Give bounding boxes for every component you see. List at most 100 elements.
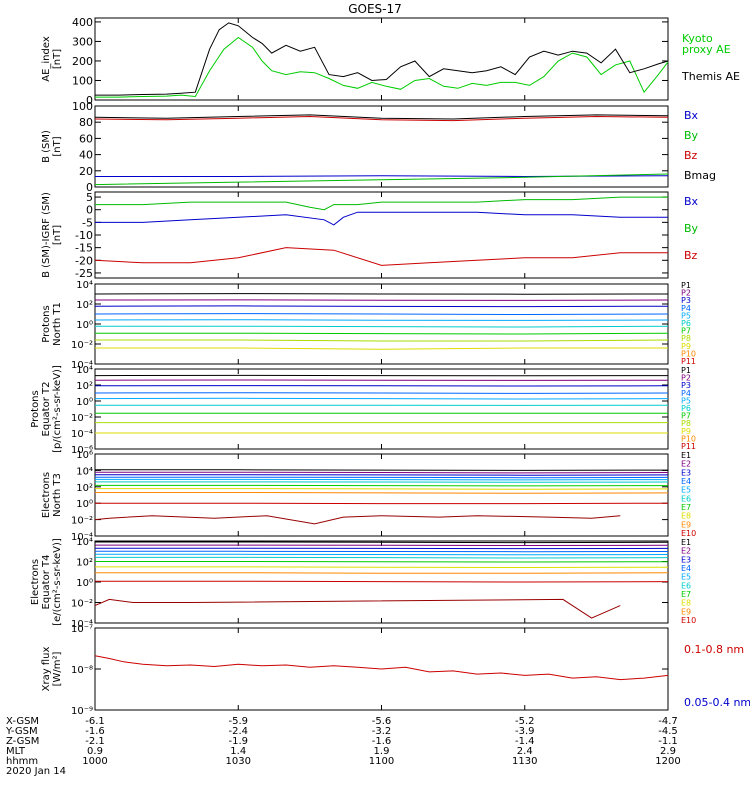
series-line-p4 [95,314,668,315]
plot-title: GOES-17 [348,2,402,16]
legend-entry: E3 [681,468,691,477]
legend-entry: Bz [684,249,698,262]
legend-entry: Bz [684,149,698,162]
series-line-e1 [95,470,668,471]
series-line-p9 [95,348,668,349]
series-line-p3 [95,306,668,307]
series-line-bz [95,248,668,266]
series-line-bx [95,212,668,225]
panel-bigrf: 50-5-10-15-20-25B (SM)-IGRF (SM)[nT]BxBy… [41,191,699,280]
series-line-p4 [95,393,668,394]
legend-entry: E8 [681,512,691,521]
y-tick-label: 10⁻² [71,516,93,527]
y-tick-label: -25 [75,267,93,280]
y-tick-label: 10² [76,381,93,392]
series-line-0-1-0-8-nm [95,656,668,680]
series-line-e3 [95,475,668,476]
legend-entry: E9 [681,520,691,529]
series-line-p6 [95,326,668,327]
legend-entry: E5 [681,573,691,582]
series-line-e1 [95,542,668,543]
series-line-e4 [95,477,668,478]
legend-entry: 0.05-0.4 nm [684,696,750,709]
y-axis-label: Xray flux [41,647,52,692]
y-axis-label: [nT] [52,136,63,156]
y-tick-label: 10⁰ [76,397,93,408]
y-axis-label: North T3 [52,473,63,517]
y-axis-label: [nT] [52,49,63,69]
y-tick-label: -5 [82,216,93,229]
legend-entry: E9 [681,607,691,616]
y-axis-label: Equator T2 [41,382,52,437]
series-line-p8 [95,340,668,341]
series-line-p5 [95,320,668,321]
y-tick-label: 400 [72,16,93,29]
legend-entry: E10 [681,616,696,625]
panel-frame [95,284,668,364]
coord-value: 1200 [655,756,680,767]
y-tick-label: 10⁶ [76,450,93,461]
legend-entry: By [684,222,699,235]
legend-entry: E1 [681,538,691,547]
y-tick-label: 10⁻⁷ [71,624,93,635]
series-line-e7 [95,485,668,486]
y-tick-label: 60 [79,132,93,145]
coord-value: 1130 [512,756,537,767]
legend-entry: E5 [681,486,691,495]
y-axis-label: North T1 [52,302,63,346]
legend-entry: E4 [681,477,691,486]
coord-value: 1000 [82,756,107,767]
y-axis-label-group: B (SM)[nT] [41,130,63,163]
series-line-e10-low [95,516,620,524]
y-axis-label: [W/m²] [52,651,63,686]
y-axis-label: Electrons [41,472,52,518]
legend-entry: E4 [681,564,691,573]
series-line-themis-ae [95,23,668,95]
series-line-e9 [95,573,668,574]
series-line-e9 [95,493,668,494]
panel-frame [95,454,668,536]
y-tick-label: 10⁴ [76,537,93,548]
series-line-p2 [95,300,668,301]
y-tick-label: 300 [72,35,93,48]
legend-entry: Bmag [684,169,716,182]
y-axis-label: Equator T4 [41,555,52,610]
y-tick-label: 10² [76,558,93,569]
y-tick-label: 10⁻² [71,340,93,351]
series-line-p1 [95,294,668,295]
y-tick-label: 10⁴ [76,280,93,291]
legend-entry: E2 [681,460,691,469]
y-axis-label: [e/(cm²-s-sr-keV)] [52,538,63,626]
series-line-e2 [95,472,668,473]
series-line-e10-low [95,599,620,618]
panel-frame [95,369,668,449]
legend-entry: P11 [681,357,696,366]
series-line-e6 [95,557,668,558]
y-axis-label: [nT] [52,225,63,245]
coord-value: 1030 [226,756,251,767]
legend-entry: E7 [681,503,691,512]
time-axis-labels: X-GSM-6.1-5.9-5.6-5.2-4.7Y-GSM-1.6-2.4-3… [5,716,681,777]
legend-entry: E6 [681,581,691,590]
y-tick-label: 20 [79,165,93,178]
y-tick-label: 40 [79,149,93,162]
legend-entry: Themis AE [681,70,740,83]
y-tick-label: 10⁴ [76,365,93,376]
y-axis-label: B (SM)-IGRF (SM) [41,192,52,278]
series-line-p5 [95,398,668,399]
legend-entry: Bx [684,109,699,122]
series-line-by [95,197,668,210]
y-tick-label: -10 [75,229,93,242]
legend-entry: P11 [681,442,696,451]
series-line-p7 [95,333,668,334]
